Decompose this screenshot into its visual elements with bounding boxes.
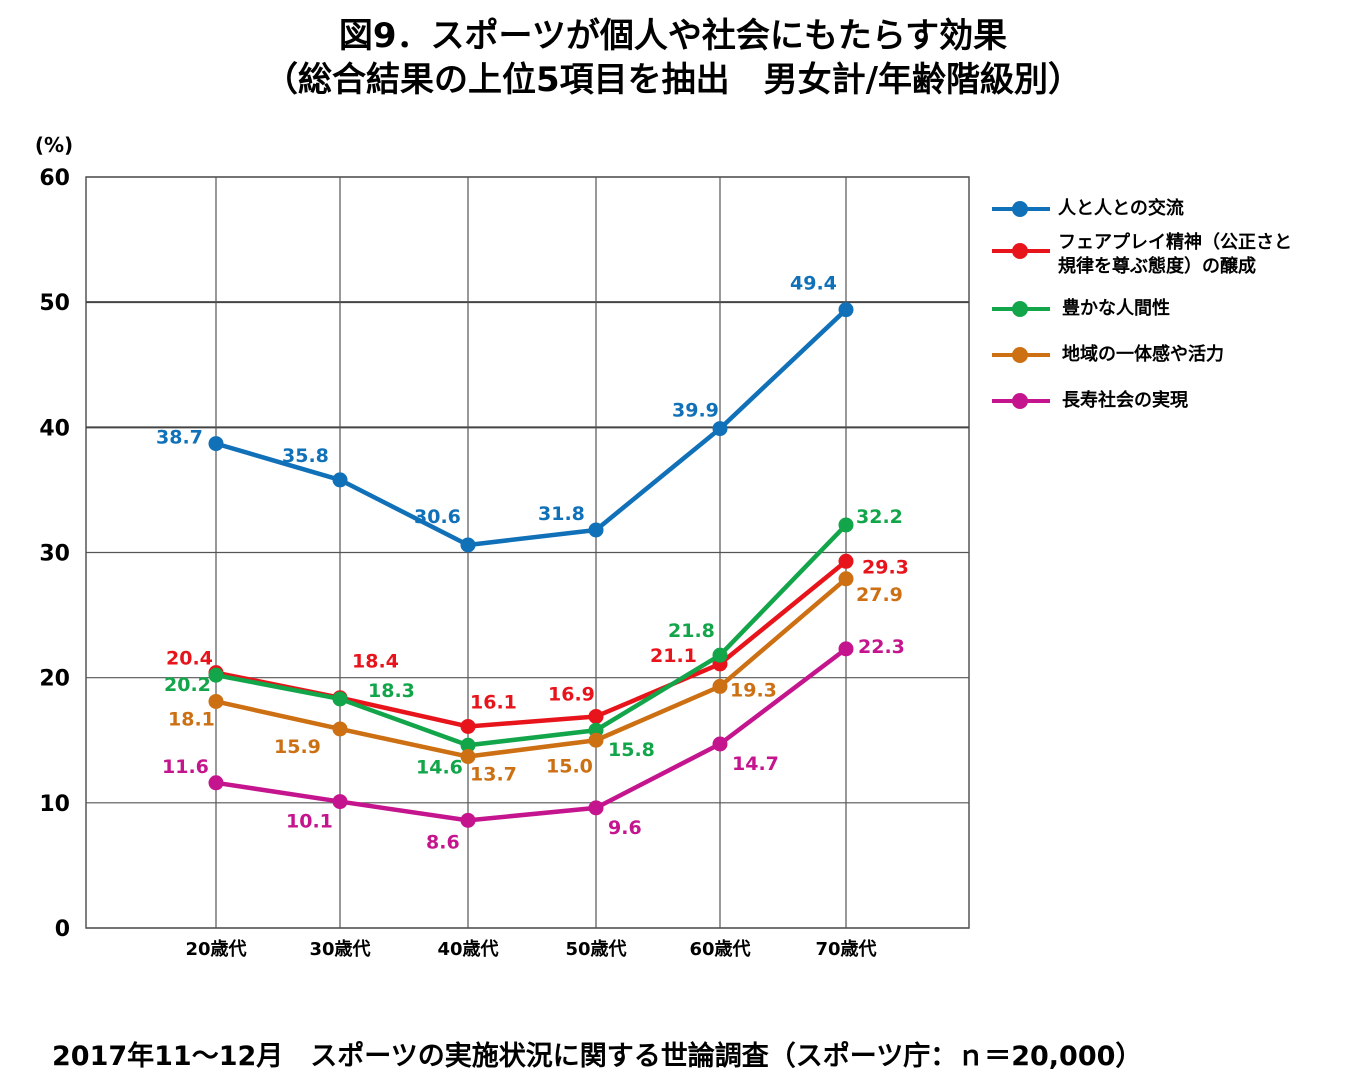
data-label: 31.8 (538, 503, 585, 525)
y-tick-label: 50 (39, 291, 70, 316)
source-footer: 2017年11～12月 スポーツの実施状況に関する世論調査（スポーツ庁：ｎ＝20… (52, 1041, 1143, 1072)
data-label: 29.3 (862, 556, 909, 578)
data-label: 39.9 (672, 400, 719, 422)
data-label: 27.9 (856, 584, 903, 606)
data-point (588, 708, 604, 724)
x-tick-label: 20歳代 (185, 939, 246, 960)
data-point (838, 641, 854, 657)
legend-label: 長寿社会の実現 (1062, 390, 1188, 411)
data-point (460, 737, 476, 753)
x-tick-label: 70歳代 (815, 939, 876, 960)
data-label: 38.7 (156, 427, 203, 449)
x-axis-ticks: 20歳代 30歳代 40歳代 50歳代 60歳代 70歳代 (185, 939, 876, 960)
data-label: 21.1 (650, 645, 697, 667)
x-tick-label: 60歳代 (689, 939, 750, 960)
data-label: 15.8 (608, 739, 655, 761)
data-point (460, 718, 476, 734)
data-point (332, 721, 348, 737)
legend-label-line2: 規律を尊ぶ態度）の醸成 (1058, 256, 1256, 277)
data-label: 15.0 (546, 755, 593, 777)
data-point (712, 421, 728, 437)
chart-title: 図9．スポーツが個人や社会にもたらす効果 (338, 16, 1008, 56)
x-tick-label: 40歳代 (437, 939, 498, 960)
y-tick-label: 0 (55, 917, 70, 942)
data-point (838, 553, 854, 569)
series-line (215, 308, 848, 548)
legend-label: 豊かな人間性 (1062, 298, 1170, 319)
y-axis-ticks: 0 10 20 30 40 50 60 (39, 166, 70, 942)
data-label: 14.7 (732, 753, 779, 775)
data-label: 22.3 (858, 636, 905, 658)
data-label: 11.6 (162, 756, 209, 778)
data-label: 32.2 (856, 506, 903, 528)
data-point (838, 571, 854, 587)
y-tick-label: 40 (39, 416, 70, 441)
data-point (208, 436, 224, 452)
data-point (588, 732, 604, 748)
data-label: 35.8 (282, 445, 329, 467)
data-label: 49.4 (790, 273, 837, 295)
x-tick-label: 30歳代 (309, 939, 370, 960)
x-tick-label: 50歳代 (565, 939, 626, 960)
data-point (332, 794, 348, 810)
data-label: 18.3 (368, 680, 415, 702)
legend-label: フェアプレイ精神（公正さと (1058, 232, 1292, 253)
data-point (460, 812, 476, 828)
y-axis-label: (%) (35, 133, 73, 157)
data-point (588, 800, 604, 816)
data-label: 18.1 (168, 708, 215, 730)
y-tick-label: 60 (39, 166, 70, 191)
data-point (588, 522, 604, 538)
y-tick-label: 20 (39, 667, 70, 692)
chart-subtitle: （総合結果の上位5項目を抽出 男女計/年齢階級別） (263, 60, 1083, 100)
data-point (208, 693, 224, 709)
series-line (215, 577, 848, 759)
data-label: 8.6 (426, 831, 460, 853)
data-label: 15.9 (274, 736, 321, 758)
legend-swatch-dot (1012, 347, 1028, 363)
y-tick-label: 10 (39, 792, 70, 817)
data-label: 16.1 (470, 691, 517, 713)
data-point (838, 517, 854, 533)
data-point (208, 775, 224, 791)
series-layer (208, 302, 854, 828)
data-label: 10.1 (286, 811, 333, 833)
legend-label: 人と人との交流 (1058, 198, 1184, 219)
legend-swatch-dot (1012, 243, 1028, 259)
data-label: 30.6 (414, 506, 461, 528)
series-line (215, 523, 848, 748)
data-labels: 38.7 35.8 30.6 31.8 39.9 49.4 20.4 18.4 16.1 16.9… (156, 273, 909, 854)
data-point (460, 537, 476, 553)
series-line (215, 647, 848, 823)
data-point (460, 749, 476, 765)
legend-label: 地域の一体感や活力 (1062, 344, 1224, 365)
data-label: 14.6 (416, 756, 463, 778)
y-tick-label: 30 (39, 542, 70, 567)
data-label: 16.9 (548, 683, 595, 705)
legend-swatch-dot (1012, 201, 1028, 217)
series-line (215, 559, 848, 729)
legend-swatch-dot (1012, 301, 1028, 317)
data-label: 19.3 (730, 679, 777, 701)
data-point (332, 472, 348, 488)
legend-swatch-dot (1012, 393, 1028, 409)
data-point (712, 678, 728, 694)
data-label: 9.6 (608, 817, 642, 839)
data-point (838, 302, 854, 318)
data-point (332, 691, 348, 707)
data-label: 21.8 (668, 620, 715, 642)
data-label: 20.4 (166, 648, 213, 670)
data-label: 18.4 (352, 651, 399, 673)
data-point (712, 647, 728, 663)
data-point (208, 667, 224, 683)
data-label: 20.2 (164, 674, 211, 696)
data-label: 13.7 (470, 764, 517, 786)
data-point (712, 736, 728, 752)
